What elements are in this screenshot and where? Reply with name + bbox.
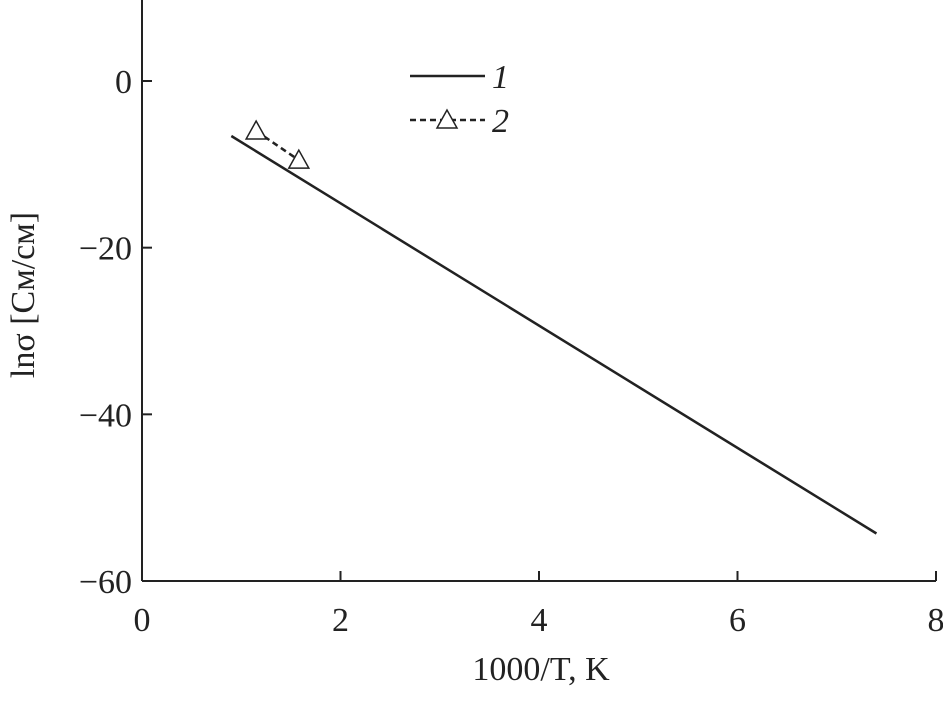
x-tick-label: 2 <box>332 602 349 639</box>
x-tick-label: 6 <box>729 602 746 639</box>
y-axis-label: lnσ [См/см] <box>5 212 42 378</box>
x-axis-label: 1000/T, K <box>472 651 610 688</box>
y-tick-label: −60 <box>79 564 132 601</box>
y-tick-label: −40 <box>79 397 132 434</box>
y-tick-label: −20 <box>79 231 132 268</box>
x-tick-label: 8 <box>928 602 943 639</box>
legend-label: 1 <box>492 59 509 96</box>
x-tick-label: 4 <box>531 602 548 639</box>
legend-label: 2 <box>492 103 509 140</box>
marker <box>289 150 309 168</box>
series-line <box>231 136 876 534</box>
x-tick-label: 0 <box>134 602 151 639</box>
marker <box>246 121 266 139</box>
y-tick-label: 0 <box>115 64 132 101</box>
